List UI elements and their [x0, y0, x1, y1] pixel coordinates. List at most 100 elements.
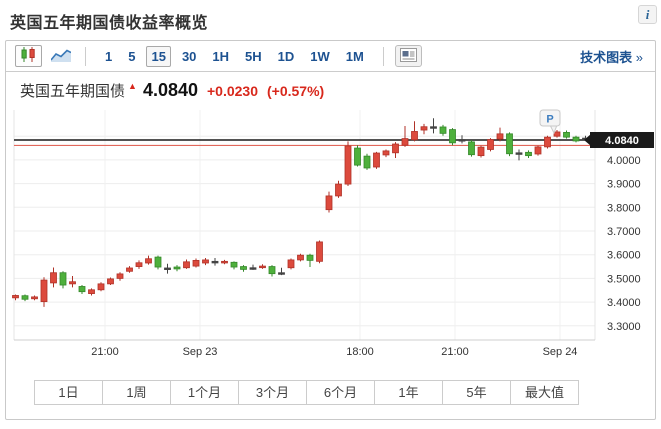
candle [116, 273, 124, 279]
y-axis-label: 3.9000 [607, 179, 641, 191]
price-change: +0.0230 [207, 83, 258, 99]
chart-widget: 1 5 15 30 1H 5H 1D 1W 1M 技术图表 » 英国五年期国债 ▲ 4.0840… [5, 40, 656, 420]
candle [31, 296, 38, 300]
range-1个月[interactable]: 1个月 [170, 380, 239, 405]
candle [59, 272, 67, 286]
interval-5H[interactable]: 5H [245, 48, 262, 64]
candle [240, 266, 247, 270]
price-badge-label: 4.0840 [605, 135, 639, 147]
x-axis-label: 21:00 [441, 346, 469, 358]
toolbar-divider [85, 46, 86, 66]
range-5年[interactable]: 5年 [442, 380, 511, 405]
candle [249, 267, 257, 270]
p-marker-label: P [546, 114, 553, 126]
y-axis-label: 3.3000 [607, 321, 641, 333]
candle [325, 195, 333, 211]
candles-group [12, 118, 599, 307]
candle [525, 151, 532, 157]
candle [164, 267, 171, 270]
range-最大值[interactable]: 最大值 [510, 380, 579, 405]
candle [344, 145, 352, 185]
interval-30[interactable]: 30 [181, 48, 197, 64]
page-title: 英国五年期国债收益率概览 [10, 15, 209, 32]
candle [306, 254, 314, 261]
candle [354, 147, 361, 166]
y-axis-label: 3.7000 [607, 226, 641, 238]
news-view-button[interactable] [394, 45, 422, 67]
chevron-right-icon: » [635, 49, 643, 65]
interval-15[interactable]: 15 [146, 45, 171, 67]
candle [97, 283, 105, 291]
candle [487, 139, 494, 150]
candle [401, 138, 409, 146]
candle [496, 133, 504, 140]
candle [202, 259, 209, 264]
candle [154, 256, 162, 268]
up-arrow-icon: ▲ [128, 81, 137, 91]
candle [221, 260, 228, 264]
candle [297, 254, 304, 261]
candle [21, 295, 29, 300]
quote-header: 英国五年期国债 ▲ 4.0840 +0.0230 (+0.57%) [6, 72, 655, 108]
info-button[interactable]: i [638, 5, 657, 24]
x-axis-label: 18:00 [346, 346, 374, 358]
range-selector: 1日 1周 1个月 3个月 6个月 1年 5年 最大值 [34, 380, 655, 405]
instrument-name: 英国五年期国债 [20, 83, 126, 100]
candle [468, 141, 475, 156]
area-chart-icon [49, 47, 71, 65]
candle [449, 129, 456, 144]
candle [40, 279, 48, 303]
candle [126, 267, 133, 272]
candle [278, 272, 285, 275]
candle [145, 258, 152, 264]
candle [135, 262, 143, 267]
interval-1W[interactable]: 1W [310, 48, 330, 64]
range-1周[interactable]: 1周 [102, 380, 171, 405]
range-1年[interactable]: 1年 [374, 380, 443, 405]
candle [88, 289, 95, 294]
y-axis-label: 3.6000 [607, 250, 641, 262]
candle [382, 150, 390, 156]
candlestick-chart-button[interactable] [15, 45, 42, 67]
candle [430, 126, 437, 129]
candle [259, 265, 266, 269]
technical-charts-link[interactable]: 技术图表 » [580, 47, 643, 66]
candle [316, 241, 323, 262]
candle [12, 295, 19, 299]
interval-1M[interactable]: 1M [345, 48, 364, 64]
candle [50, 272, 57, 284]
y-axis-label: 3.4000 [607, 297, 641, 309]
toolbar-divider [382, 46, 384, 66]
candle [506, 133, 513, 155]
p-marker[interactable] [539, 109, 561, 127]
chart-toolbar: 1 5 15 30 1H 5H 1D 1W 1M 技术图表 » [6, 41, 655, 72]
interval-1[interactable]: 1 [105, 48, 113, 64]
interval-5[interactable]: 5 [128, 48, 136, 64]
range-6个月[interactable]: 6个月 [306, 380, 375, 405]
area-chart-button[interactable] [47, 45, 74, 67]
candle [439, 126, 447, 134]
candle [268, 266, 276, 275]
price-change-percent: (+0.57%) [267, 83, 325, 99]
candle [515, 152, 523, 155]
y-axis-label: 4.0000 [607, 155, 641, 167]
interval-selector: 1 5 15 30 1H 5H 1D 1W 1M [97, 45, 372, 67]
candle [78, 286, 86, 293]
news-panel-icon [399, 47, 417, 65]
range-3个月[interactable]: 3个月 [238, 380, 307, 405]
interval-1D[interactable]: 1D [277, 48, 295, 64]
price-badge-arrow [584, 134, 591, 146]
x-axis-label: 21:00 [91, 346, 119, 358]
candle [534, 146, 542, 155]
title-bar: 英国五年期国债收益率概览 i [0, 0, 661, 40]
candlestick-chart[interactable]: 4.10004.00003.90003.80003.70003.60003.50… [6, 108, 655, 360]
candle [563, 132, 570, 138]
candle [69, 281, 76, 285]
candle [107, 278, 114, 285]
interval-1H[interactable]: 1H [212, 48, 230, 64]
candle [420, 126, 428, 131]
candle [544, 136, 551, 148]
candle [335, 183, 342, 197]
y-axis-label: 3.5000 [607, 273, 641, 285]
range-1日[interactable]: 1日 [34, 380, 103, 405]
